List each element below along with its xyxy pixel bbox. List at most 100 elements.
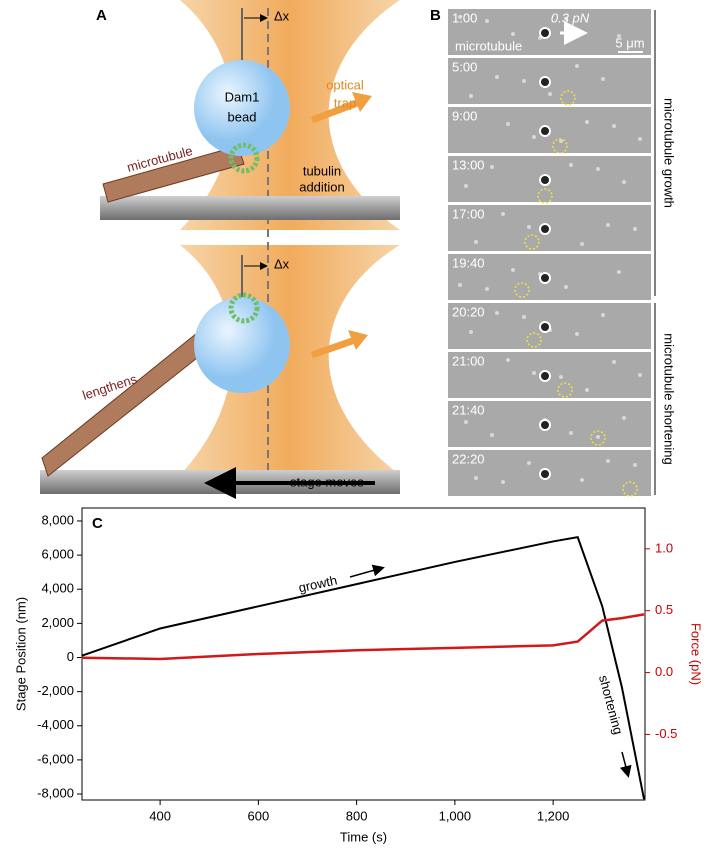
speck (458, 283, 462, 287)
scale-label: 5 μm (615, 35, 644, 50)
y2-tick-label: 0.5 (655, 602, 673, 617)
bead-image (539, 321, 551, 333)
trap-label: optical (326, 77, 364, 92)
panel-a: A Δx Dam1 bead optical trap microtubule … (40, 0, 400, 499)
timestamp: 21:40 (452, 402, 485, 417)
trap-label: trap (334, 95, 356, 110)
x-tick-label: 800 (346, 808, 368, 823)
speck (485, 287, 489, 291)
phase-label: microtubule growth (662, 98, 677, 208)
speck (490, 433, 494, 437)
y-tick-label: 4,000 (41, 581, 74, 596)
speck (548, 92, 552, 96)
speck (527, 461, 531, 465)
trap-arrow (310, 336, 357, 359)
speck (495, 311, 499, 315)
speck (575, 332, 579, 336)
bead (194, 297, 290, 393)
tip-marker (537, 188, 553, 204)
bead-image (539, 419, 551, 431)
speck (527, 225, 531, 229)
timestamp: 9:00 (452, 108, 477, 123)
speck (485, 19, 489, 23)
speck (532, 135, 536, 139)
annotation-arrow (349, 564, 385, 578)
panel-c: C 400 600 800 1,000 1,200 8,000 6,000 4,000 2,000… (13, 507, 704, 844)
bead-image (539, 76, 551, 88)
stage-label: stage moves (290, 474, 364, 489)
speck (495, 75, 499, 79)
timestamp: 20:20 (452, 304, 485, 319)
y2-tick-label: -0.5 (655, 726, 677, 741)
tip-marker (590, 430, 606, 446)
y-tick-label: 0 (67, 649, 74, 664)
speck (633, 227, 637, 231)
y-tick-label: -2,000 (37, 683, 74, 698)
speck (522, 79, 526, 83)
tip-marker (560, 90, 576, 106)
y-tick-label: -4,000 (37, 717, 74, 732)
speck (532, 371, 536, 375)
speck (612, 360, 616, 364)
timestamp: 21:00 (452, 353, 485, 368)
speck (617, 270, 621, 274)
timestamp: 5:00 (452, 59, 477, 74)
dx: Δx (274, 256, 290, 271)
speck (638, 137, 642, 141)
tip-marker (524, 234, 540, 250)
speck (580, 242, 584, 246)
timestamp: 13:00 (452, 157, 485, 172)
tubulin-label: tubulin (303, 163, 341, 178)
speck (469, 94, 473, 98)
speck (559, 139, 563, 143)
x-tick-label: 600 (248, 808, 270, 823)
speck (585, 120, 589, 124)
bead (194, 60, 290, 156)
speck (622, 180, 626, 184)
series-line (81, 613, 645, 661)
stage-top (100, 196, 400, 220)
speck (569, 431, 573, 435)
bead-image (539, 223, 551, 235)
y2-tick-label: 0.0 (655, 664, 673, 679)
speck (622, 416, 626, 420)
speck (501, 480, 505, 484)
bead-image (539, 27, 551, 39)
x-tick-label: 1,200 (537, 808, 570, 823)
y2-axis-title: Force (pN) (689, 623, 704, 685)
y-tick-label: -8,000 (37, 785, 74, 800)
mt-label: microtubule (455, 38, 522, 53)
speck (638, 373, 642, 377)
x-tick-label: 1,000 (439, 808, 472, 823)
trap-arrow (348, 330, 368, 350)
bead-image (539, 125, 551, 137)
timestamp: 22:20 (452, 451, 485, 466)
bead-image (539, 468, 551, 480)
speck (585, 388, 589, 392)
x-axis-title: Time (s) (340, 829, 387, 844)
tip-marker (557, 382, 573, 398)
speck (564, 17, 568, 21)
plot-frame (81, 507, 646, 801)
y-tick-label: 8,000 (41, 512, 74, 527)
speck (474, 240, 478, 244)
dx: Δx (274, 8, 290, 23)
tip-marker (526, 332, 542, 348)
speck (606, 459, 610, 463)
timestamp: 17:00 (452, 206, 485, 221)
speck (601, 77, 605, 81)
speck (564, 285, 568, 289)
trap-arrow (352, 92, 372, 112)
tip-marker (514, 282, 530, 298)
speck (506, 358, 510, 362)
dam1-ring (228, 142, 260, 174)
tip-marker (552, 138, 568, 154)
microtubule-top (102, 145, 245, 203)
speck (569, 163, 573, 167)
phase-label: microtubule shortening (662, 333, 677, 465)
panel-label: C (92, 515, 103, 532)
trap-top (180, 0, 400, 230)
panel-label: B (430, 7, 441, 24)
speck (522, 315, 526, 319)
